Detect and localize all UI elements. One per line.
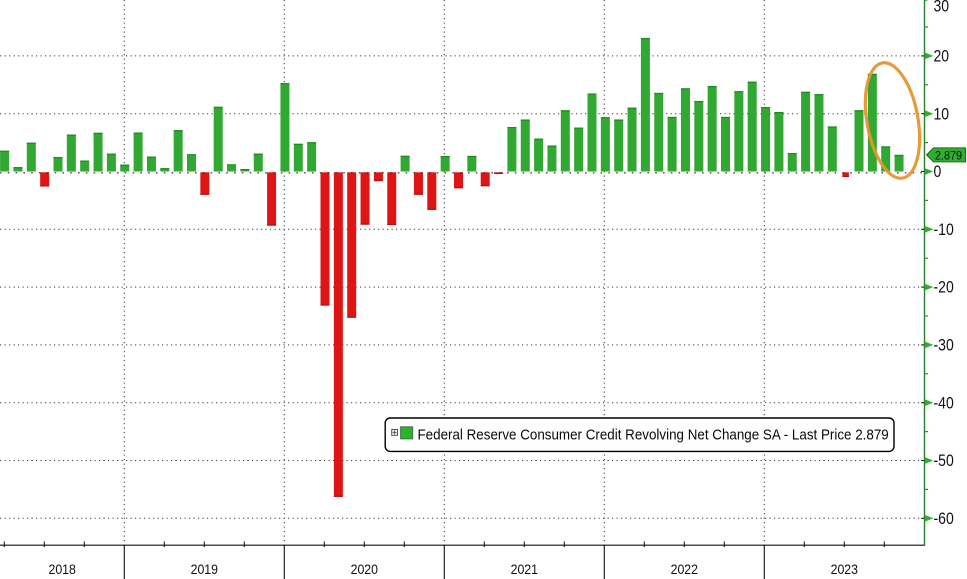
svg-text:2021: 2021 (511, 561, 538, 577)
svg-text:-50: -50 (934, 452, 954, 470)
svg-text:-10: -10 (934, 221, 954, 239)
svg-text:10: 10 (934, 105, 950, 123)
svg-text:2023: 2023 (831, 561, 858, 577)
svg-text:2019: 2019 (191, 561, 218, 577)
svg-text:20: 20 (934, 47, 950, 65)
svg-text:2018: 2018 (49, 561, 76, 577)
svg-text:30: 30 (934, 0, 950, 16)
svg-text:-60: -60 (934, 510, 954, 528)
svg-text:Federal Reserve Consumer Credi: Federal Reserve Consumer Credit Revolvin… (418, 427, 889, 444)
svg-text:2022: 2022 (671, 561, 698, 577)
svg-text:-20: -20 (934, 279, 954, 297)
svg-text:0: 0 (934, 163, 942, 181)
svg-text:-30: -30 (934, 336, 954, 354)
svg-text:-40: -40 (934, 394, 954, 412)
svg-text:2.879: 2.879 (935, 149, 962, 163)
svg-text:2020: 2020 (351, 561, 378, 577)
